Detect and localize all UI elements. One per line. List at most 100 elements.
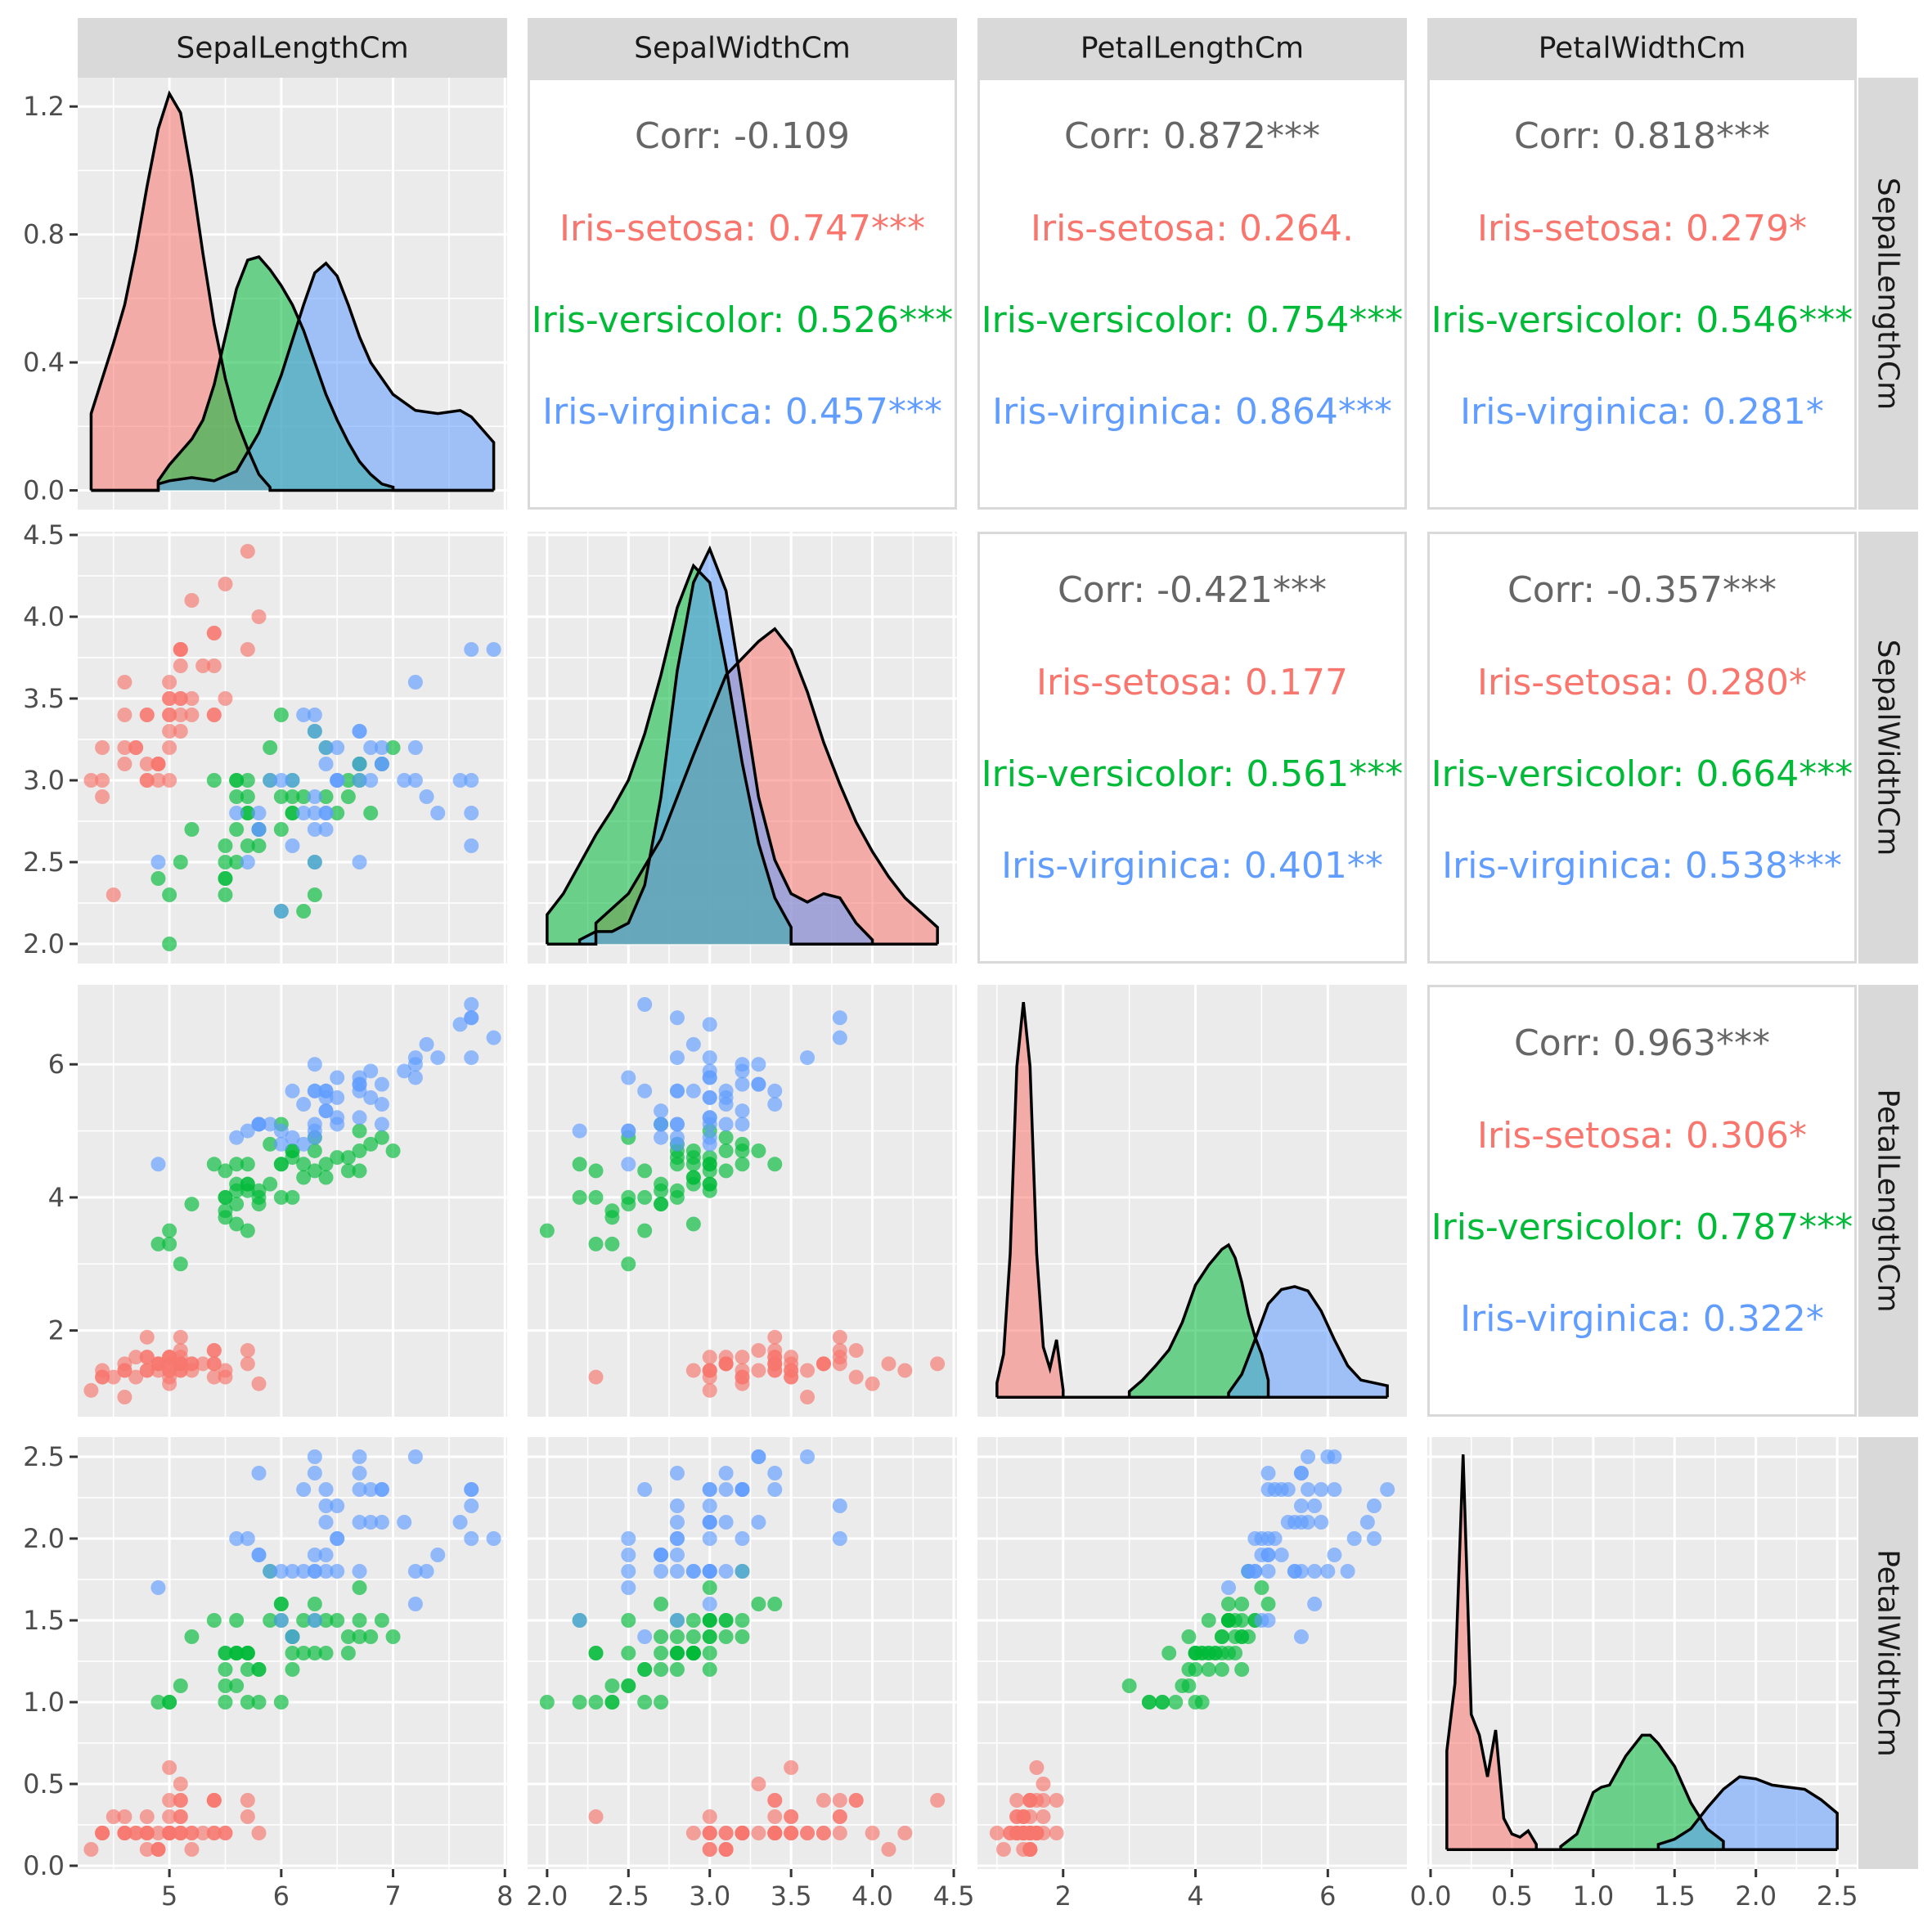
scatter-point-setosa — [173, 1793, 188, 1808]
scatter-point-versicolor — [285, 1646, 300, 1660]
scatter-point-virginica — [1327, 1548, 1342, 1562]
density-area-virginica — [1228, 1286, 1388, 1398]
scatter-point-versicolor — [206, 1157, 222, 1172]
scatter-point-setosa — [117, 1363, 133, 1378]
scatter-point-versicolor — [229, 1216, 245, 1232]
scatter-point-virginica — [273, 773, 289, 788]
scatter-point-versicolor — [718, 1143, 734, 1158]
x-tick-label: 1.0 — [1572, 1880, 1614, 1912]
scatter-point-virginica — [296, 708, 312, 722]
panel-petalwidthcm-vs-petalwidthcm — [1427, 1437, 1857, 1869]
y-tick-label: 2.5 — [23, 847, 65, 878]
scatter-point-versicolor — [318, 1613, 334, 1628]
scatter-point-versicolor — [229, 822, 245, 837]
scatter-point-virginica — [330, 1090, 345, 1105]
scatter-point-versicolor — [229, 773, 245, 788]
scatter-point-setosa — [815, 1356, 831, 1372]
scatter-point-virginica — [397, 773, 412, 788]
scatter-point-versicolor — [539, 1695, 555, 1710]
scatter-point-setosa — [206, 708, 222, 722]
scatter-point-versicolor — [318, 1646, 334, 1660]
scatter-point-versicolor — [621, 1613, 636, 1628]
scatter-point-setosa — [848, 1793, 864, 1808]
scatter-point-versicolor — [735, 1157, 750, 1172]
scatter-point-versicolor — [173, 1678, 188, 1693]
scatter-point-versicolor — [352, 1123, 367, 1139]
scatter-point-versicolor — [340, 1646, 356, 1660]
scatter-point-versicolor — [206, 1613, 222, 1628]
scatter-point-versicolor — [637, 1189, 653, 1205]
scatter-point-versicolor — [767, 1157, 783, 1172]
scatter-point-versicolor — [363, 1629, 379, 1644]
scatter-point-virginica — [654, 1564, 669, 1579]
scatter-point-virginica — [419, 1564, 434, 1579]
scatter-point-virginica — [296, 1136, 312, 1152]
strip-top-petallengthcm: PetalLengthCm — [977, 18, 1407, 78]
scatter-point-setosa — [767, 1809, 783, 1824]
scatter-point-virginica — [621, 1157, 636, 1172]
scatter-point-versicolor — [162, 887, 177, 902]
scatter-point-setosa — [784, 1826, 799, 1840]
scatter-point-versicolor — [702, 1613, 717, 1628]
scatter-point-setosa — [117, 708, 133, 722]
scatter-point-versicolor — [340, 1150, 356, 1166]
scatter-point-virginica — [1280, 1482, 1296, 1497]
scatter-point-setosa — [206, 658, 222, 673]
x-tick-label: 0.5 — [1491, 1880, 1533, 1912]
scatter-point-setosa — [184, 1842, 200, 1857]
corr-label-virginica: Iris-virginica: 0.538*** — [1442, 845, 1842, 887]
scatter-point-versicolor — [240, 789, 255, 804]
scatter-point-setosa — [784, 1350, 799, 1365]
scatter-point-versicolor — [240, 773, 255, 788]
scatter-point-virginica — [1260, 1613, 1276, 1628]
corr-label-virginica: Iris-virginica: 0.401** — [1001, 845, 1383, 887]
scatter-point-versicolor — [318, 1157, 334, 1172]
scatter-point-setosa — [881, 1356, 896, 1372]
scatter-point-virginica — [718, 1117, 734, 1132]
density-area-virginica — [158, 263, 494, 491]
scatter-point-setosa — [139, 1842, 155, 1857]
x-tick-label: 7 — [384, 1880, 401, 1912]
scatter-point-setosa — [865, 1826, 880, 1840]
scatter-point-virginica — [669, 1498, 685, 1513]
x-axis-petallengthcm: 2 4 6 — [1055, 1869, 1337, 1912]
scatter-point-versicolor — [1188, 1662, 1203, 1677]
scatter-point-versicolor — [1214, 1662, 1229, 1677]
scatter-point-virginica — [452, 1515, 468, 1530]
panel-petallengthcm-vs-sepallengthcm — [78, 985, 507, 1417]
scatter-point-setosa — [218, 1826, 233, 1840]
strip-background — [1858, 985, 1918, 1417]
scatter-point-virginica — [1247, 1531, 1263, 1546]
scatter-point-setosa — [162, 708, 177, 722]
corr-panel-border — [1427, 532, 1857, 964]
scatter-point-versicolor — [263, 1176, 278, 1192]
scatter-point-versicolor — [1155, 1695, 1170, 1710]
panel-petallengthcm-vs-petallengthcm — [977, 985, 1407, 1417]
scatter-point-setosa — [139, 773, 155, 788]
scatter-point-setosa — [139, 1350, 155, 1365]
scatter-point-versicolor — [218, 1678, 233, 1693]
strip-label: PetalLengthCm — [1081, 32, 1304, 65]
scatter-point-virginica — [832, 1531, 847, 1546]
scatter-point-setosa — [184, 593, 200, 608]
scatter-point-setosa — [151, 757, 166, 771]
scatter-point-virginica — [702, 1597, 717, 1611]
scatter-point-versicolor — [685, 1216, 701, 1232]
scatter-point-virginica — [1327, 1482, 1342, 1497]
corr-label-overall: Corr: 0.818*** — [1514, 115, 1770, 157]
scatter-point-virginica — [430, 1548, 446, 1562]
scatter-point-virginica — [419, 1036, 434, 1052]
scatter-point-versicolor — [296, 1157, 312, 1172]
scatter-point-setosa — [128, 1369, 144, 1385]
scatter-point-setosa — [162, 675, 177, 690]
scatter-point-setosa — [815, 1826, 831, 1840]
scatter-point-virginica — [718, 1515, 734, 1530]
scatter-point-versicolor — [1161, 1646, 1177, 1660]
scatter-point-virginica — [374, 1515, 389, 1530]
scatter-point-setosa — [751, 1777, 766, 1791]
scatter-point-virginica — [307, 708, 322, 722]
scatter-point-setosa — [151, 1842, 166, 1857]
scatter-point-setosa — [173, 1777, 188, 1791]
scatter-point-setosa — [767, 1793, 783, 1808]
